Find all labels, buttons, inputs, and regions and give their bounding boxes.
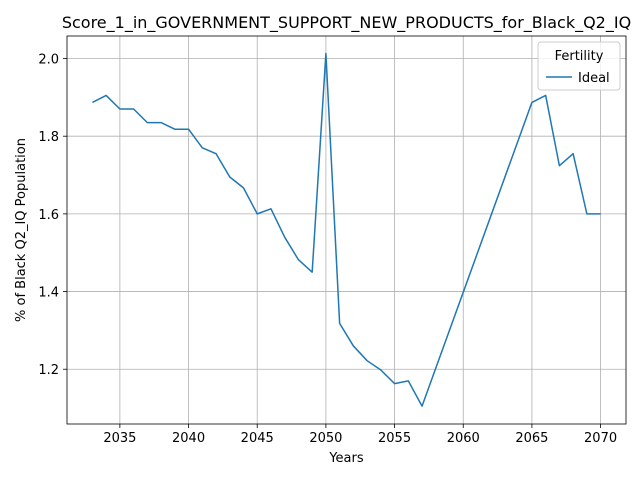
x-tick-label: 2065	[515, 431, 548, 446]
data-point	[270, 208, 271, 209]
data-point	[298, 259, 299, 260]
data-point	[531, 102, 532, 103]
y-tick-label: 2.0	[38, 53, 59, 68]
x-axis-ticks: 2035 2040 2045 2050 2055 2060 2065 2070	[103, 424, 617, 446]
data-point	[174, 129, 175, 130]
data-point	[367, 360, 368, 361]
data-point	[229, 176, 230, 177]
data-point	[586, 213, 587, 214]
data-point	[559, 165, 560, 166]
grid	[67, 36, 626, 424]
plot-frame	[66, 35, 627, 425]
legend-entry-ideal: Ideal	[578, 71, 610, 86]
y-tick-label: 1.8	[38, 130, 59, 145]
data-point	[215, 153, 216, 154]
x-tick-label: 2040	[172, 431, 205, 446]
data-point	[188, 129, 189, 130]
data-point	[408, 380, 409, 381]
data-point	[147, 122, 148, 123]
data-point	[339, 323, 340, 324]
x-tick-label: 2060	[447, 431, 480, 446]
data-point	[421, 406, 422, 407]
legend-title: Fertility	[555, 49, 604, 64]
x-tick-label: 2050	[309, 431, 342, 446]
data-point	[119, 108, 120, 109]
y-axis-label: % of Black Q2_IQ Population	[14, 138, 29, 322]
data-point	[160, 122, 161, 123]
data-point	[394, 383, 395, 384]
x-tick-label: 2055	[378, 431, 411, 446]
x-tick-label: 2035	[103, 431, 136, 446]
legend-box	[537, 41, 621, 91]
series-layer	[92, 52, 601, 407]
x-axis-label: Years	[328, 451, 364, 466]
data-point	[284, 237, 285, 238]
legend: Fertility Ideal	[537, 41, 621, 91]
x-tick-label: 2045	[241, 431, 274, 446]
data-point	[257, 213, 258, 214]
y-tick-label: 1.4	[38, 286, 59, 301]
data-point	[106, 95, 107, 96]
data-point	[545, 95, 546, 96]
data-point	[133, 108, 134, 109]
data-point	[600, 213, 601, 214]
series-line-ideal	[92, 52, 601, 407]
data-point	[573, 153, 574, 154]
x-tick-label: 2070	[584, 431, 617, 446]
data-point	[202, 147, 203, 148]
data-point	[312, 272, 313, 273]
y-tick-label: 1.2	[38, 363, 59, 378]
data-point	[325, 53, 326, 54]
data-point	[380, 369, 381, 370]
data-point	[353, 345, 354, 346]
chart-title: Score_1_in_GOVERNMENT_SUPPORT_NEW_PRODUC…	[62, 13, 631, 33]
data-point	[243, 187, 244, 188]
y-tick-label: 1.6	[38, 208, 59, 223]
y-axis-ticks: 1.2 1.4 1.6 1.8 2.0	[38, 53, 67, 378]
data-point	[92, 102, 93, 103]
